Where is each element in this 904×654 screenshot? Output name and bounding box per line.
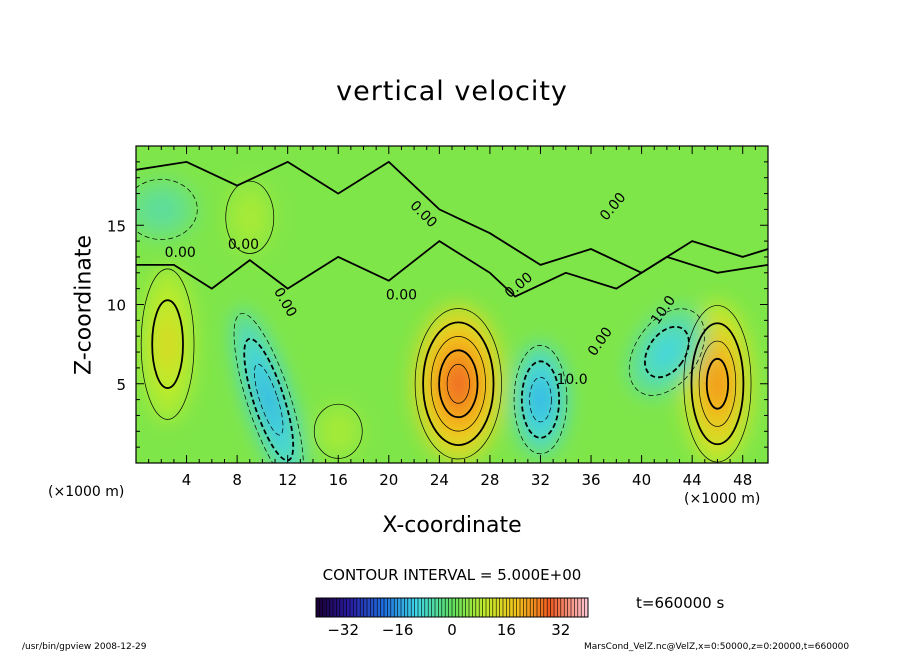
- contour-group: [225, 180, 275, 254]
- contour-line: [644, 325, 690, 379]
- heat-blob-ring: [151, 201, 171, 218]
- colorbar-tick-label: −16: [382, 621, 414, 639]
- contour-line: [422, 321, 495, 446]
- heatmap-field: [136, 146, 768, 463]
- x-tick-label: 20: [379, 471, 398, 489]
- heat-blob-ring: [160, 324, 175, 364]
- contour-group: [513, 345, 568, 455]
- colorbar-tick-label: 16: [497, 621, 516, 639]
- x-unit-label-left: (×1000 m): [48, 484, 125, 500]
- contour-line: [628, 308, 705, 396]
- y-axis-label: Z-coordinate: [71, 235, 97, 375]
- footer-program-date: /usr/bin/gpview 2008-12-29: [22, 642, 147, 652]
- contour-line: [151, 299, 184, 389]
- heat-blob: [312, 402, 364, 460]
- contour-label: 0.00: [165, 245, 196, 261]
- heat-blob: [512, 342, 569, 457]
- zero-contour-line: [136, 160, 768, 274]
- x-tick-label: 32: [531, 471, 550, 489]
- x-tick-label: 28: [480, 471, 499, 489]
- contour-line: [513, 345, 568, 455]
- contour-line: [446, 363, 470, 404]
- x-tick-label: 40: [632, 471, 651, 489]
- contour-group: [683, 305, 752, 463]
- x-tick-label: 44: [683, 471, 702, 489]
- contour-line: [140, 268, 195, 420]
- contour-line: [136, 178, 198, 240]
- contour-label: 0.00: [386, 288, 417, 304]
- heat-blob-ring: [243, 207, 257, 227]
- contour-line: [705, 357, 730, 410]
- time-label: t=660000 s: [636, 594, 725, 612]
- heat-blob: [232, 308, 306, 463]
- chart-title: vertical velocity: [336, 76, 568, 107]
- contour-line: [438, 349, 479, 419]
- contour-line: [430, 335, 486, 432]
- heat-blob: [627, 306, 707, 398]
- heat-blob-ring: [331, 424, 345, 439]
- contour-line: [233, 313, 304, 463]
- x-tick-label: 8: [232, 471, 242, 489]
- heat-blob-ring: [533, 385, 548, 414]
- x-tick-label: 24: [430, 471, 449, 489]
- contour-line: [698, 340, 737, 427]
- contour-line: [414, 308, 502, 460]
- colorbar-tick-label: 32: [551, 621, 570, 639]
- contour-group: [140, 268, 195, 420]
- contour-line: [520, 360, 561, 439]
- x-tick-label: 4: [182, 471, 192, 489]
- colorbar-tick-label: −32: [327, 621, 359, 639]
- x-tick-label: 16: [329, 471, 348, 489]
- heat-blob-ring: [446, 363, 470, 404]
- x-tick-label: 36: [581, 471, 600, 489]
- heat-blob-ring: [656, 340, 677, 364]
- contour-group: [233, 313, 304, 463]
- heat-blob-ring: [708, 363, 727, 405]
- contour-label: 0.00: [228, 237, 259, 253]
- heat-blob: [224, 179, 276, 256]
- heat-blob: [412, 304, 504, 463]
- colorbar-tick-label: 0: [447, 621, 457, 639]
- x-unit-label-right: (×1000 m): [684, 491, 761, 507]
- contour-group: [414, 308, 502, 460]
- contour-line: [690, 322, 745, 446]
- contour-group: [136, 178, 198, 240]
- contour-line: [225, 180, 275, 254]
- contour-group: [628, 308, 705, 396]
- x-tick-label: 12: [278, 471, 297, 489]
- y-tick-label: 15: [107, 217, 126, 235]
- contour-interval-label: CONTOUR INTERVAL = 5.000E+00: [322, 566, 582, 584]
- x-axis-label: X-coordinate: [382, 513, 522, 538]
- heat-blob-ring: [259, 376, 278, 423]
- contour-line: [529, 376, 552, 423]
- x-tick-label: 48: [733, 471, 752, 489]
- heat-blob: [136, 177, 200, 242]
- y-tick-label: 5: [116, 376, 126, 394]
- contour-line: [243, 337, 295, 462]
- footer-source: MarsCond_VelZ.nc@VelZ,x=0:50000,z=0:2000…: [584, 642, 850, 652]
- contour-label: 10.0: [556, 372, 587, 388]
- y-tick-label: 10: [107, 297, 126, 315]
- heat-blob: [139, 264, 196, 424]
